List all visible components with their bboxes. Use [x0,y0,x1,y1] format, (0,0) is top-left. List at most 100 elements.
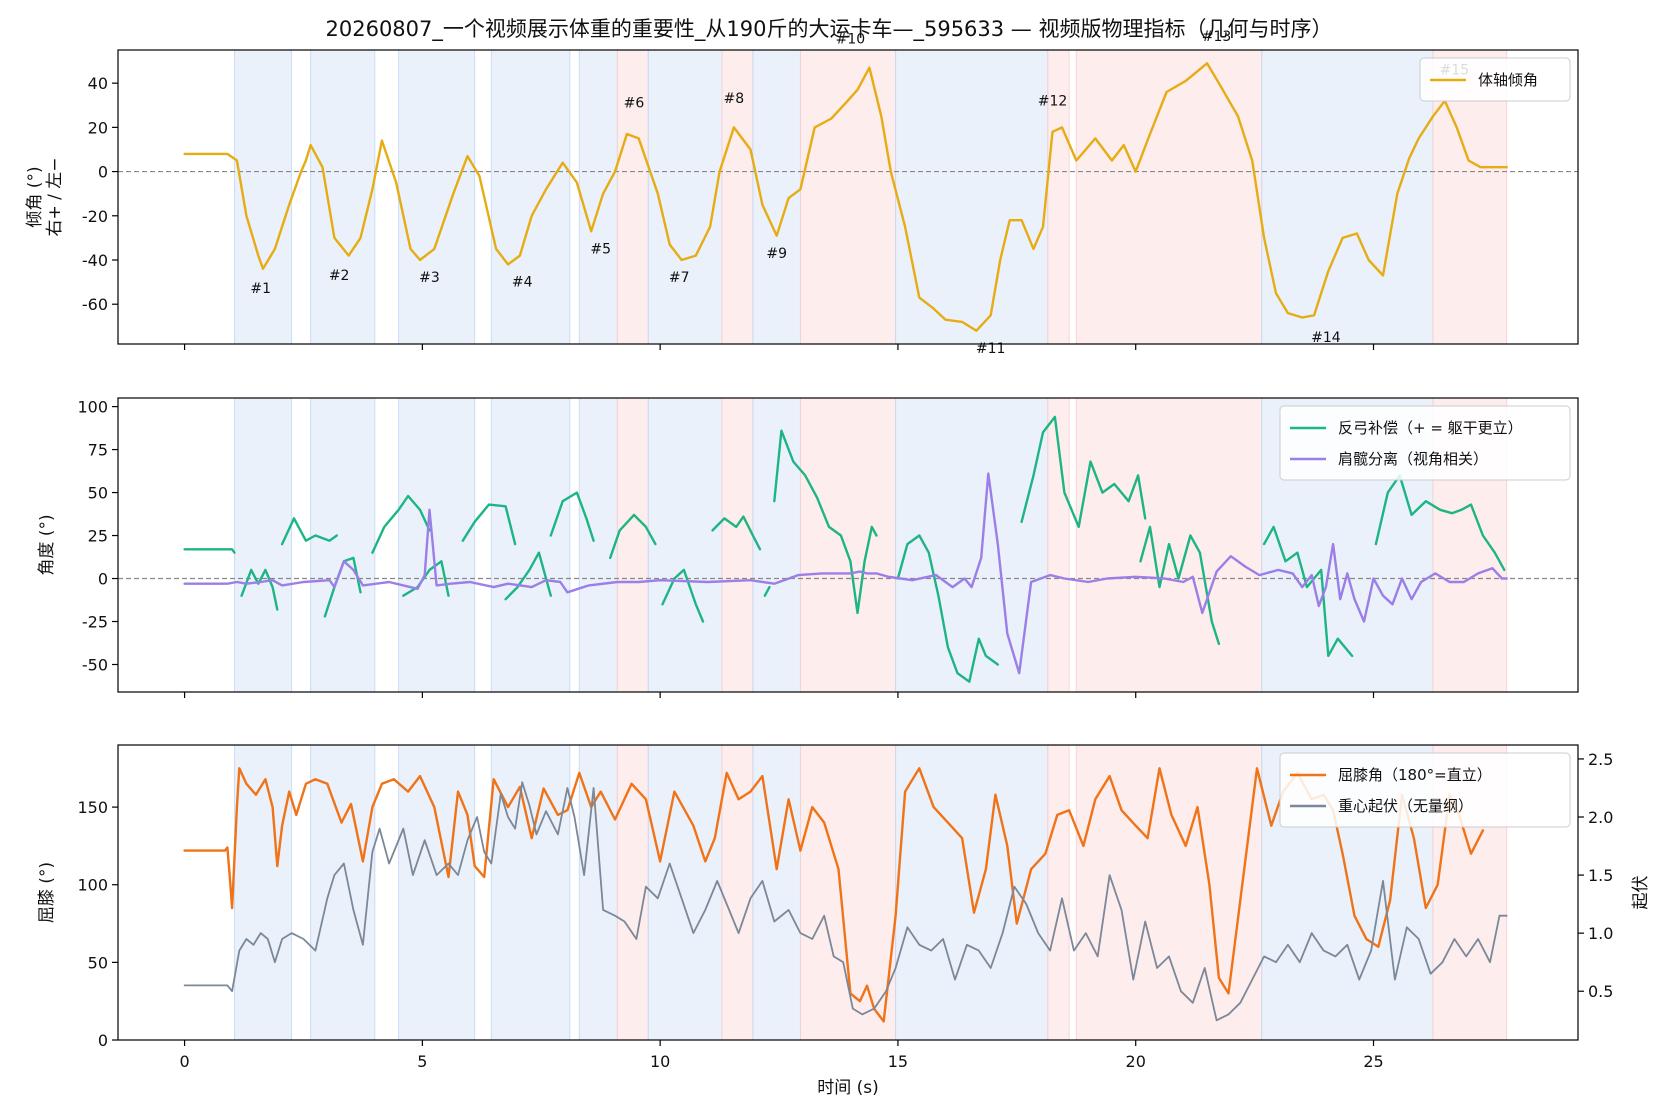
phase-band [1261,49,1434,345]
y-tick-label: 0 [98,570,108,589]
annotation-label: #1 [250,281,271,297]
phase-band [1047,744,1070,1041]
series-line [711,515,762,551]
y-tick-label: 0 [98,1031,108,1050]
y-tick-label: 50 [88,484,108,503]
phase-band [234,397,293,693]
annotation-label: #13 [1202,29,1232,45]
annotation-label: #8 [724,91,745,107]
phase-band [616,49,649,345]
phase-band [752,744,801,1041]
phase-band [490,49,571,345]
y2-axis-label: 起伏 [1631,876,1651,910]
series-line [402,560,450,597]
phase-band [398,49,476,345]
phase-band [616,744,649,1041]
panel-2: 100 75 50 25 0 -25 -50 角度 (°) 反弓补偿（+ = 躯干更立） 肩髋分离… [37,397,1579,698]
y-tick-label: -60 [82,295,108,314]
series-line [183,781,1508,1022]
series-group [183,62,1508,332]
phase-band [1075,49,1263,345]
series-line [461,503,517,546]
legend: 反弓补偿（+ = 躯干更立） 肩髋分离（视角相关） [1279,405,1571,481]
phase-band [721,397,754,693]
y2-tick-label: 2.0 [1588,808,1613,827]
series-line [183,472,1508,675]
legend-label: 反弓补偿（+ = 躯干更立） [1338,419,1523,437]
annotation-label: #14 [1311,330,1341,346]
y2-tick-label: 1.5 [1588,866,1613,885]
series-line [1020,415,1147,529]
panel-3: 0 50 100 150 0.5 1.0 1.5 2.0 2.5 0 5 10 15 20 25 屈膝 (°)… [37,744,1651,1098]
annotation-label: #12 [1038,93,1068,109]
series-line [183,62,1508,332]
phase-band [721,744,754,1041]
panel-frame [117,49,1579,345]
phase-band [490,744,571,1041]
legend-box [1279,405,1571,481]
annotation-label: #7 [669,270,690,286]
series-line [504,551,552,601]
y-tick-label: -40 [82,251,108,270]
legend: 体轴倾角 [1419,57,1571,102]
y2-tick-label: 0.5 [1588,982,1613,1001]
phase-band [310,397,376,693]
y-axis-label: 倾角 (°) [25,166,45,227]
x-axis-label: 时间 (s) [817,1078,879,1098]
legend-label: 体轴倾角 [1478,71,1538,89]
x-tick-label: 0 [179,1052,189,1071]
y-tick-label: 50 [88,953,108,972]
annotation-label: #3 [419,270,440,286]
chart-panels: #1#2#3#4#5#6#7#8#9#10#11#12#13#14#154020… [25,29,1651,1098]
legend: 屈膝角（180°=直立） 重心起伏（无量纲） [1279,752,1571,828]
y-tick-label: 100 [77,398,108,417]
y-axis-label: 角度 (°) [37,514,57,575]
legend-label: 肩髋分离（视角相关） [1338,450,1488,468]
y2-tick-label: 1.0 [1588,924,1613,943]
legend-label: 屈膝角（180°=直立） [1338,766,1492,784]
legend-box [1279,752,1571,828]
series-line [763,585,771,597]
phase-band [895,397,1049,693]
y-tick-label: 100 [77,876,108,895]
series-line [371,494,431,554]
annotation-label: #6 [624,95,645,111]
x-tick-label: 20 [1126,1052,1146,1071]
series-line [183,767,1485,1023]
legend-box [1419,57,1571,102]
y-tick-label: 25 [88,527,108,546]
phase-band [398,397,476,693]
phase-band [647,49,723,345]
phase-band [310,49,376,345]
phase-band [1075,744,1263,1041]
y-axis-label: 右+ / 左− [45,157,65,236]
x-tick-label: 25 [1363,1052,1383,1071]
series-line [773,429,878,615]
y-tick-label: -20 [82,207,108,226]
panel-1: #1#2#3#4#5#6#7#8#9#10#11#12#13#14#154020… [25,29,1579,357]
y-tick-label: 40 [88,74,108,93]
annotation-label: #10 [836,31,866,47]
y-tick-label: 75 [88,441,108,460]
legend-label: 重心起伏（无量纲） [1338,797,1473,815]
x-tick-label: 10 [650,1052,670,1071]
phase-band [578,397,618,693]
series-line [549,491,595,542]
series-group [183,767,1508,1023]
x-tick-label: 5 [417,1052,427,1071]
x-tick-label: 15 [888,1052,908,1071]
phase-band [647,397,723,693]
phase-band [799,397,897,693]
series-line [661,568,705,623]
phase-band [799,744,897,1041]
phase-band [799,49,897,345]
annotation-label: #11 [976,341,1006,357]
y2-tick-label: 2.5 [1588,750,1613,769]
annotation-label: #2 [329,268,350,284]
annotation-label: #9 [766,246,787,262]
annotation-label: #5 [590,241,611,257]
y-tick-label: -25 [82,613,108,632]
y-tick-label: -50 [82,655,108,674]
phase-band [578,49,618,345]
